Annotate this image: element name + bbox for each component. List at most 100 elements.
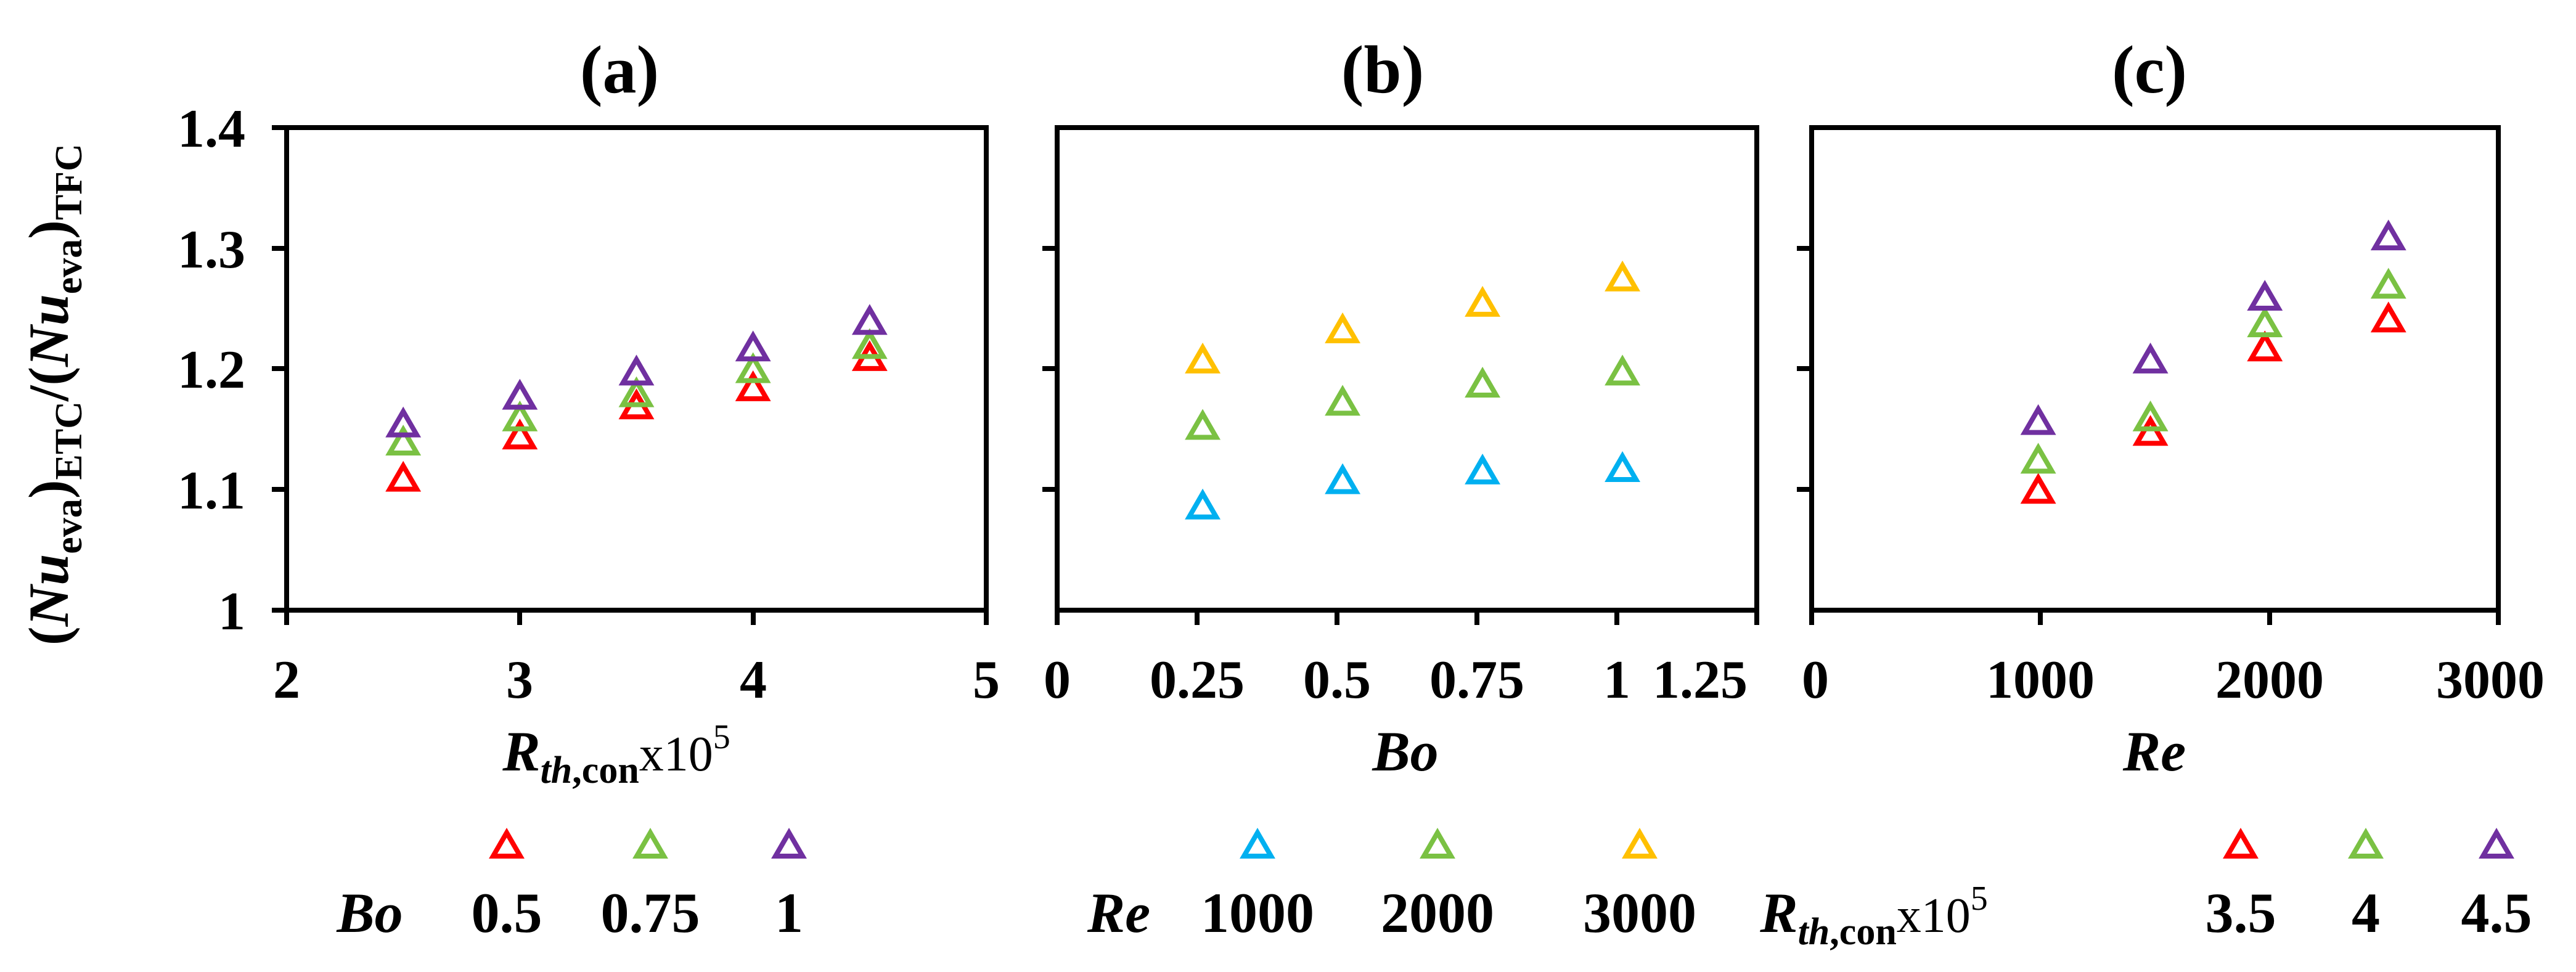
data-point: [2247, 330, 2283, 362]
legend-c-label: 4.5: [2461, 881, 2532, 944]
panel-b-legend-markers: [1240, 828, 1658, 859]
panel-c-legend-markers: [2223, 828, 2514, 859]
legend-marker: [2479, 828, 2514, 859]
panel-c: (c) 0 1000 2000 3000 Re Rth,conx105 3.5 …: [1759, 32, 2545, 953]
data-point: [851, 328, 888, 359]
legend-a-label: 0.5: [472, 881, 542, 944]
panel-c-xtick-label: 2000: [2215, 650, 2324, 710]
xlabel-a-x10: x10: [639, 727, 713, 782]
xlabel-a-th: th: [541, 749, 573, 791]
data-point: [1605, 354, 1641, 386]
legend-b-label: 2000: [1381, 881, 1494, 944]
legend-marker: [1240, 828, 1275, 859]
panel-a-title: (a): [580, 32, 659, 107]
panel-a-legend-markers: [489, 828, 807, 859]
legend-a-label: 1: [775, 881, 803, 944]
panel-a-markers: [385, 304, 888, 492]
y-label-eva1: eva: [48, 499, 90, 554]
data-point: [735, 370, 771, 401]
legend-marker: [2223, 828, 2259, 859]
legend-a-label: 0.75: [601, 881, 700, 944]
y-label-close2: ): [17, 220, 80, 239]
data-point: [1185, 488, 1221, 520]
panel-b-xtick-label: 0.5: [1303, 650, 1371, 710]
panel-c-markers: [2020, 219, 2406, 504]
data-point: [2370, 268, 2406, 299]
panel-c-xtick-label: 3000: [2436, 650, 2545, 710]
panel-c-xtick-label: 1000: [1986, 650, 2095, 710]
legend-marker: [489, 828, 525, 859]
data-point: [2020, 404, 2056, 435]
data-point: [1605, 451, 1641, 483]
data-point: [385, 460, 422, 492]
panel-a-legend: Bo 0.5 0.75 1: [336, 828, 807, 944]
panel-c-x-axis-label: Re: [2122, 720, 2186, 783]
data-point: [618, 354, 655, 386]
y-label-slash: /(: [17, 367, 80, 402]
data-point: [1325, 312, 1361, 343]
panel-c-yticks: [1797, 246, 1812, 492]
data-point: [385, 424, 422, 455]
panel-a-ytick-labels: 1 1.1 1.2 1.3 1.4: [178, 99, 245, 642]
data-point: [1325, 463, 1361, 494]
y-label-paren-open: (: [17, 626, 80, 645]
panel-a-xticks: [284, 610, 989, 625]
panel-a-xtick-label: 5: [973, 650, 1000, 710]
panel-a-ytick-label: 1.3: [178, 220, 245, 280]
legend-c-param: Rth,conx105: [1759, 880, 1988, 953]
panel-a-ytick-label: 1.2: [178, 340, 245, 400]
panel-b-x-axis-label: Bo: [1372, 720, 1438, 783]
legend-b-label: 3000: [1583, 881, 1696, 944]
y-axis-label: (Nueva)ETC/(Nueva)TFC: [17, 144, 90, 645]
data-point: [618, 376, 655, 407]
y-label-nu1: Nu: [17, 554, 80, 627]
data-point: [2370, 301, 2406, 333]
panel-b-markers: [1185, 260, 1641, 520]
data-point: [502, 378, 538, 410]
data-point: [1185, 409, 1221, 440]
legend-c-con: ,con: [1830, 911, 1897, 953]
legend-c-th: th: [1798, 911, 1830, 953]
data-point: [1465, 285, 1501, 317]
data-point: [1325, 385, 1361, 416]
data-point: [2132, 415, 2169, 446]
legend-marker: [771, 828, 807, 859]
data-point: [2020, 443, 2056, 474]
legend-marker: [2348, 828, 2384, 859]
data-point: [1465, 453, 1501, 484]
panel-a-xtick-label: 4: [740, 650, 767, 710]
panel-a-ytick-label: 1.1: [178, 461, 245, 521]
panel-c-title: (c): [2112, 32, 2187, 107]
xlabel-a-exp: 5: [713, 718, 730, 756]
legend-marker: [1622, 828, 1658, 859]
panel-b-yticks: [1042, 246, 1057, 492]
data-point: [502, 419, 538, 450]
y-label-close1: ): [17, 480, 80, 499]
legend-marker: [1420, 828, 1455, 859]
xlabel-a-con: ,con: [572, 749, 639, 791]
y-label-tfc: TFC: [48, 144, 90, 220]
panel-a-xtick-labels: 2 3 4 5: [273, 650, 1000, 710]
panel-b-legend: Re 1000 2000 3000: [1087, 828, 1696, 944]
data-point: [1185, 342, 1221, 374]
panel-c-xtick-labels: 0 1000 2000 3000: [1802, 650, 2545, 710]
panel-b-xtick-label: 1.25: [1653, 650, 1748, 710]
y-label-nu2: Nu: [17, 294, 80, 367]
data-point: [2020, 473, 2056, 504]
panel-b-frame: [1055, 125, 1759, 613]
panel-c-xticks: [1809, 610, 2501, 625]
data-point: [851, 304, 888, 335]
data-point: [2370, 219, 2406, 251]
data-point: [1465, 367, 1501, 398]
legend-a-param: Bo: [336, 881, 403, 944]
panel-b-title: (b): [1341, 32, 1424, 107]
data-point: [502, 400, 538, 431]
data-point: [2247, 306, 2283, 338]
legend-c-r: R: [1759, 881, 1797, 944]
panel-a-x-axis-label: Rth,conx105: [502, 718, 730, 791]
data-point: [385, 406, 422, 438]
panel-b-xtick-label: 0.75: [1429, 650, 1524, 710]
legend-c-label: 4: [2352, 881, 2380, 944]
panel-b-xtick-label: 1: [1603, 650, 1630, 710]
